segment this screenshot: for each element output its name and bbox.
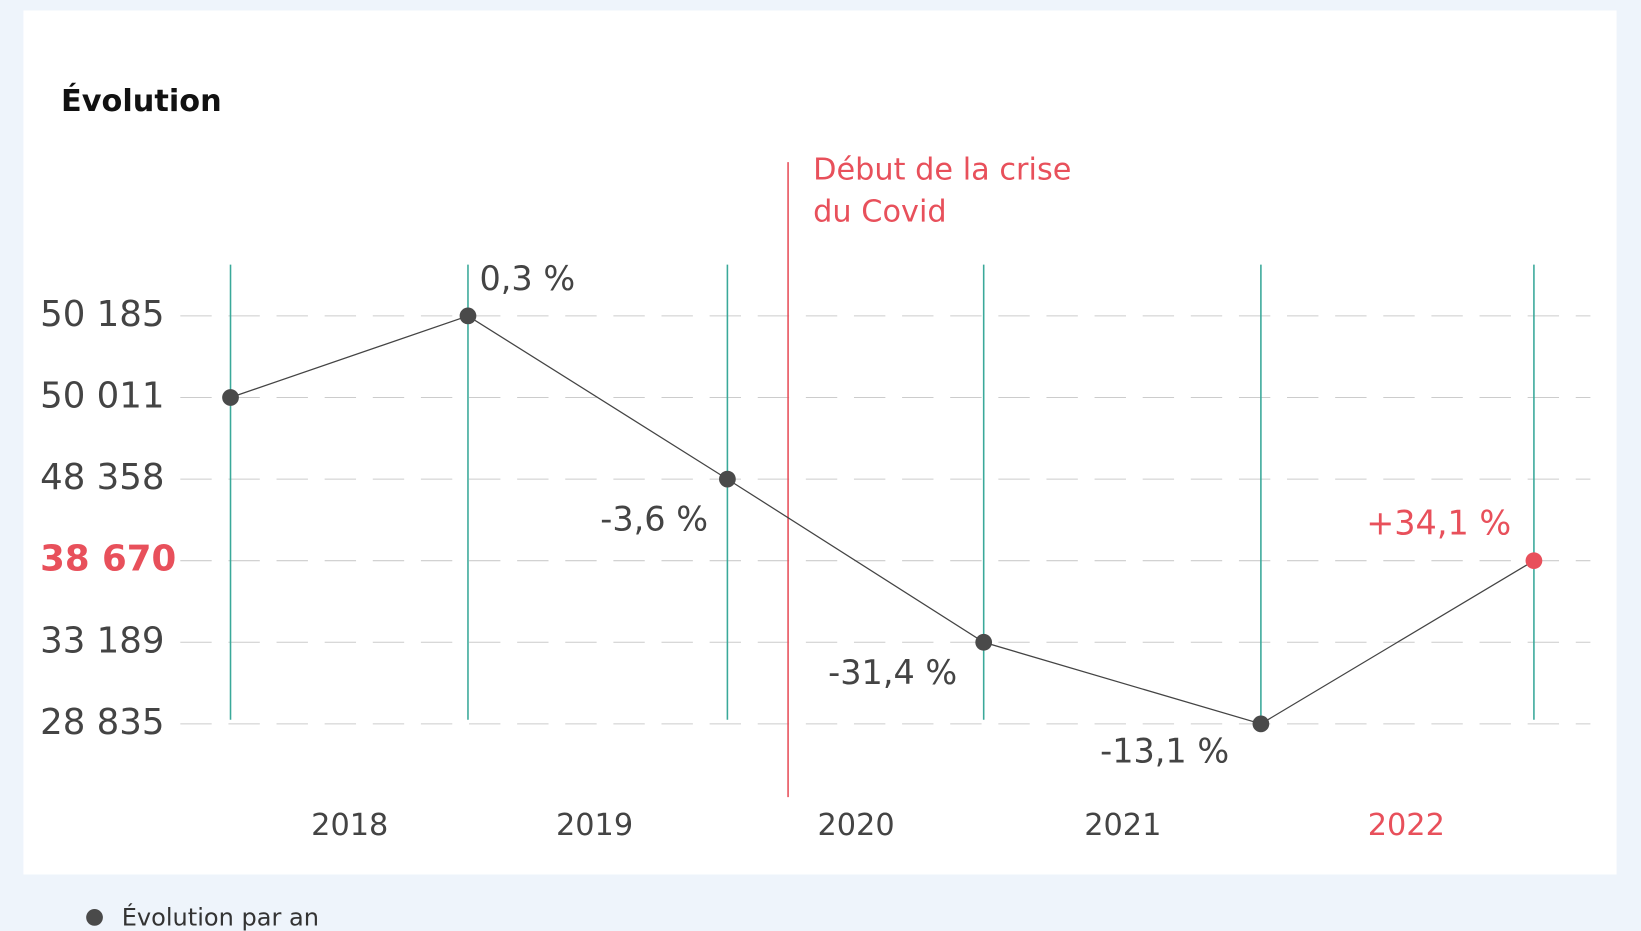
x-tick-label: 2020 [817, 808, 894, 843]
value-label: -3,6 % [600, 499, 708, 538]
point [719, 470, 736, 488]
value-label: 0,3 % [479, 259, 575, 298]
chart-title: Évolution [61, 83, 222, 119]
y-tick-label: 48 358 [40, 457, 164, 498]
point [1252, 715, 1270, 733]
annotation: Début de la crise du Covid [813, 152, 1071, 229]
line [230, 315, 1535, 725]
legend-label: Évolution par an [122, 902, 319, 931]
x-tick-label: 2021 [1084, 808, 1161, 843]
x-tick-label: 2019 [556, 808, 633, 843]
point [459, 307, 477, 325]
y-tick-label: 28 835 [40, 702, 164, 743]
point [975, 633, 993, 651]
y-tick-label: 50 011 [40, 376, 164, 417]
point [1525, 552, 1543, 570]
annotation-line: Début de la crise [813, 152, 1071, 187]
y-tick-label: 50 185 [40, 294, 164, 335]
value-label: -31,4 % [828, 653, 957, 692]
legend-marker [86, 909, 103, 926]
card [23, 10, 1617, 875]
value-label: -13,1 % [1100, 732, 1229, 771]
x-tick-label: 2018 [311, 808, 388, 843]
y-tick-label: 38 670 [40, 539, 176, 580]
x-tick-label: 2022 [1368, 808, 1445, 843]
point [222, 389, 239, 406]
annotation-line: du Covid [813, 194, 946, 229]
y-tick-label: 33 189 [40, 620, 164, 661]
value-label: +34,1 % [1366, 504, 1511, 543]
